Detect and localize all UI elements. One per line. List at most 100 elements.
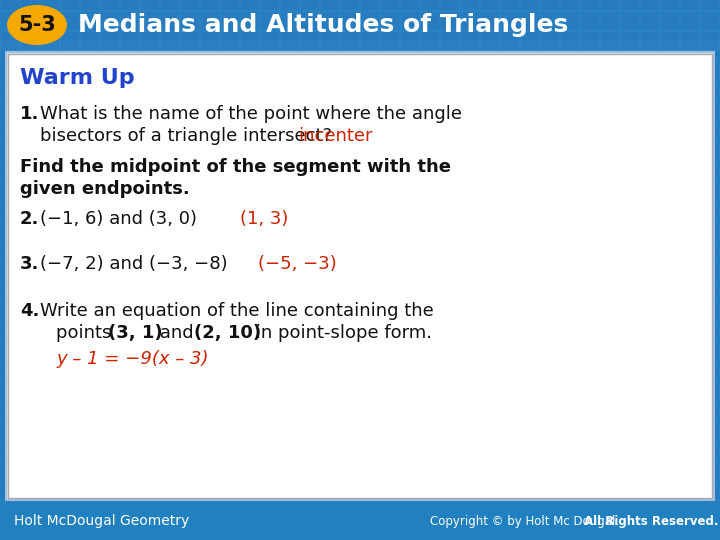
Text: Medians and Altitudes of Triangles: Medians and Altitudes of Triangles xyxy=(78,13,568,37)
Bar xyxy=(120,241,139,260)
Bar xyxy=(420,301,439,320)
Bar xyxy=(260,441,279,460)
Bar xyxy=(100,61,119,80)
Bar xyxy=(100,241,119,260)
Bar xyxy=(460,521,479,540)
Bar xyxy=(360,261,379,280)
Bar xyxy=(360,381,379,400)
Bar xyxy=(220,81,239,100)
Bar xyxy=(600,241,619,260)
Bar xyxy=(700,261,719,280)
Bar xyxy=(100,301,119,320)
Bar xyxy=(320,441,339,460)
Bar xyxy=(20,0,39,10)
Bar xyxy=(320,341,339,360)
Bar xyxy=(200,321,219,340)
Bar xyxy=(180,161,199,180)
Bar xyxy=(340,101,359,120)
Bar xyxy=(420,401,439,420)
Bar xyxy=(580,301,599,320)
Bar xyxy=(680,221,699,240)
Bar xyxy=(440,141,459,160)
Bar xyxy=(180,11,199,30)
Bar xyxy=(340,31,359,50)
Bar xyxy=(280,41,299,60)
Bar xyxy=(440,261,459,280)
Bar xyxy=(260,481,279,500)
Bar xyxy=(640,341,659,360)
Bar xyxy=(200,441,219,460)
Bar xyxy=(480,11,499,30)
Bar xyxy=(180,0,199,10)
Bar xyxy=(540,101,559,120)
Bar xyxy=(160,141,179,160)
Bar xyxy=(380,361,399,380)
Bar xyxy=(60,381,79,400)
Text: (−7, 2) and (−3, −8): (−7, 2) and (−3, −8) xyxy=(40,255,228,273)
Bar xyxy=(220,501,239,520)
Bar xyxy=(300,461,319,480)
Bar xyxy=(280,481,299,500)
Bar xyxy=(600,121,619,140)
Bar xyxy=(160,361,179,380)
Bar xyxy=(400,521,419,540)
Bar xyxy=(700,121,719,140)
Bar xyxy=(640,521,659,540)
Bar xyxy=(140,141,159,160)
Bar xyxy=(300,261,319,280)
Bar xyxy=(700,41,719,60)
Text: 5-3: 5-3 xyxy=(18,15,56,35)
Bar xyxy=(200,301,219,320)
Bar xyxy=(560,481,579,500)
Bar xyxy=(560,141,579,160)
Bar xyxy=(240,281,259,300)
Bar xyxy=(160,181,179,200)
Bar xyxy=(380,521,399,540)
Bar xyxy=(500,321,519,340)
Bar xyxy=(680,321,699,340)
Bar xyxy=(40,31,59,50)
Bar xyxy=(340,341,359,360)
Bar xyxy=(320,161,339,180)
Bar xyxy=(680,201,699,220)
Bar xyxy=(220,161,239,180)
Bar xyxy=(80,241,99,260)
Bar xyxy=(200,501,219,520)
Bar xyxy=(620,201,639,220)
Bar xyxy=(320,281,339,300)
Bar xyxy=(460,241,479,260)
Bar xyxy=(140,121,159,140)
Bar xyxy=(520,521,539,540)
Bar xyxy=(240,321,259,340)
Bar xyxy=(640,41,659,60)
Bar xyxy=(0,481,19,500)
Bar xyxy=(500,161,519,180)
Bar xyxy=(320,81,339,100)
Bar xyxy=(0,41,19,60)
Bar xyxy=(680,241,699,260)
Bar xyxy=(60,241,79,260)
Bar xyxy=(540,81,559,100)
Bar xyxy=(600,0,619,10)
Bar xyxy=(440,41,459,60)
Bar xyxy=(320,321,339,340)
Bar xyxy=(320,301,339,320)
Bar xyxy=(460,281,479,300)
Bar xyxy=(240,161,259,180)
Bar xyxy=(420,501,439,520)
Bar xyxy=(620,101,639,120)
Bar xyxy=(80,481,99,500)
Bar xyxy=(160,321,179,340)
Bar xyxy=(500,301,519,320)
Bar xyxy=(20,361,39,380)
Bar xyxy=(260,461,279,480)
Bar xyxy=(220,31,239,50)
Bar xyxy=(100,461,119,480)
Bar xyxy=(0,201,19,220)
Bar xyxy=(180,281,199,300)
Bar xyxy=(260,381,279,400)
Bar xyxy=(140,401,159,420)
Bar xyxy=(200,201,219,220)
Bar xyxy=(180,181,199,200)
Bar xyxy=(560,381,579,400)
